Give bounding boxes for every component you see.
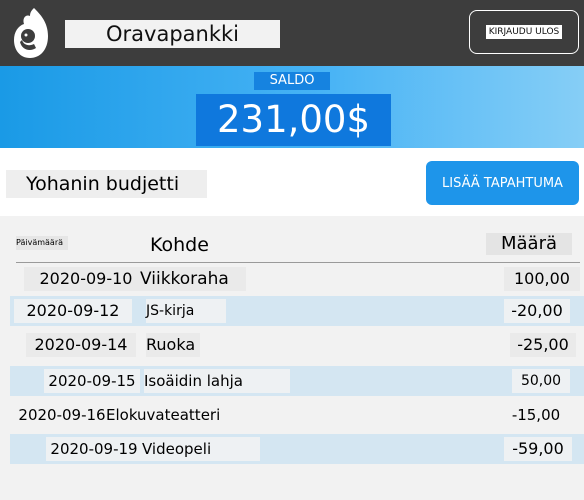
header-divider [16,262,580,263]
divider [0,148,584,154]
row-target: Isoäidin lahja [144,369,290,393]
logout-label: KIRJAUDU ULOS [485,25,563,39]
row-amount: 50,00 [512,369,570,393]
row-amount: -20,00 [504,299,570,323]
row-date: 2020-09-19 [46,437,142,461]
row-date: 2020-09-10 [24,267,148,291]
budget-header: Yohanin budjetti LISÄÄ TAPAHTUMA [0,154,584,216]
table-row[interactable]: 2020-09-15 Isoäidin lahja 50,00 [10,366,584,396]
row-amount: -15,00 [511,406,561,424]
balance-value: 231,00$ [196,94,391,146]
transactions-table: Päivämäärä Kohde Määrä 2020-09-10 Viikko… [0,216,584,500]
logout-button[interactable]: KIRJAUDU ULOS [469,10,579,54]
column-header-amount: Määrä [486,233,572,255]
top-bar: Oravapankki KIRJAUDU ULOS [0,0,584,66]
balance-label: SALDO [254,72,330,90]
squirrel-icon [14,8,48,58]
column-header-target: Kohde [150,234,209,256]
row-amount: 100,00 [504,267,580,291]
row-date: 2020-09-16 [18,406,106,424]
table-row[interactable]: 2020-09-16 Elokuvateatteri -15,00 [10,400,584,430]
app-title: Oravapankki [65,20,280,48]
balance-panel: SALDO 231,00$ [0,66,584,148]
row-target: JS-kirja [146,299,226,323]
table-row[interactable]: 2020-09-10 Viikkoraha 100,00 [10,264,584,294]
row-date: 2020-09-14 [26,333,136,357]
add-transaction-button[interactable]: LISÄÄ TAPAHTUMA [426,161,579,205]
table-row[interactable]: 2020-09-19 Videopeli -59,00 [10,434,584,464]
row-amount: -25,00 [510,333,576,357]
row-date: 2020-09-12 [14,299,132,323]
row-amount: -59,00 [504,437,572,461]
row-target: Ruoka [146,333,200,357]
column-header-date: Päivämäärä [16,236,68,250]
table-row[interactable]: 2020-09-12 JS-kirja -20,00 [10,296,584,326]
budget-title: Yohanin budjetti [6,170,207,198]
table-row[interactable]: 2020-09-14 Ruoka -25,00 [10,330,584,360]
row-target: Viikkoraha [140,267,246,291]
row-target: Elokuvateatteri [106,406,221,424]
row-date: 2020-09-15 [44,369,140,393]
row-target: Videopeli [142,437,260,461]
